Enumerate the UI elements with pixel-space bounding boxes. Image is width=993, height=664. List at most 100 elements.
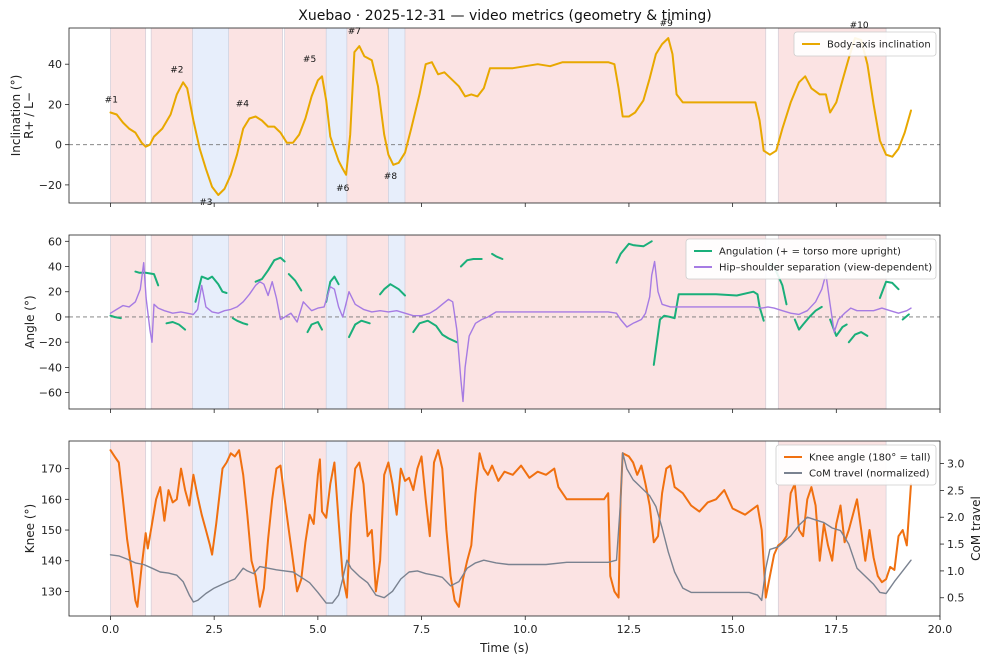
transition-band	[388, 441, 406, 616]
peak-label: #10	[850, 21, 869, 31]
x-tick-label: 12.5	[617, 623, 642, 636]
series-line-angulation	[615, 240, 653, 264]
panel-knee: 0.0 2.5 5.0 7.5 10.0 12.5 15.0 17.5 20.0 130 140 15…	[23, 440, 983, 655]
transition-band	[388, 235, 406, 409]
panel-angles: −60 −40 −20 0 20 40 60 Angle (°) Angulation (+ =…	[23, 234, 941, 413]
legend-label: Hip–shoulder separation (view-dependent)	[719, 263, 932, 274]
series-line-angulation	[901, 313, 910, 321]
y-right-tick-label: 0.5	[947, 592, 965, 605]
y-tick-label: 60	[48, 235, 62, 248]
y-right-axis-label: CoM travel	[969, 496, 983, 561]
peak-label: #7	[348, 27, 361, 37]
y-tick-label: −20	[39, 179, 62, 192]
x-tick-label: 10.0	[513, 623, 538, 636]
plot-frame	[68, 234, 941, 410]
x-tick-label: 17.5	[824, 623, 849, 636]
x-tick-label: 20.0	[928, 623, 953, 636]
turn-band	[110, 441, 147, 616]
turn-band	[284, 28, 767, 203]
peak-label: #6	[336, 184, 350, 194]
peak-label: #8	[384, 172, 398, 182]
series-group	[109, 449, 912, 608]
transition-band	[192, 28, 229, 203]
y-right-tick-label: 2.0	[947, 511, 965, 524]
y-right-tick-label: 3.0	[947, 458, 965, 471]
y-tick-label: 140	[41, 555, 62, 568]
legend: Knee angle (180° = tall) CoM travel (norm…	[775, 444, 937, 486]
phase-bands	[110, 28, 887, 203]
y-axis-label: R+ / L−	[22, 92, 36, 139]
y-right-tick-label: 2.5	[947, 484, 965, 497]
series-line-angulation	[459, 258, 483, 268]
y-tick-label: −60	[39, 387, 62, 400]
legend-label: Body-axis inclination	[827, 40, 931, 51]
series-group	[109, 37, 912, 196]
legend-label: CoM travel (normalized)	[809, 469, 930, 480]
peak-label: #5	[303, 55, 316, 65]
turn-band	[110, 28, 147, 203]
y-tick-label: 160	[41, 493, 62, 506]
y-tick-label: −40	[39, 361, 62, 374]
y-tick-label: 20	[48, 286, 62, 299]
transition-band	[325, 441, 348, 616]
x-tick-label: 5.0	[309, 623, 327, 636]
x-axis-label: Time (s)	[479, 641, 529, 655]
series-line-angulation	[491, 252, 504, 260]
peak-label: #2	[170, 65, 183, 75]
plot-frame	[68, 27, 941, 204]
legend-box	[775, 444, 937, 486]
series-line-separation	[109, 260, 912, 403]
transition-band	[325, 235, 348, 409]
y-axis-label: Inclination (°)	[9, 75, 23, 157]
y-right-tick-label: 1.5	[947, 538, 965, 551]
plot-frame	[68, 440, 941, 617]
series-line-angulation	[287, 273, 303, 292]
x-tick-label: 15.0	[720, 623, 745, 636]
series-line-angulation	[379, 283, 406, 297]
peak-label: #9	[660, 19, 674, 29]
x-tick-label: 2.5	[205, 623, 223, 636]
series-line-angulation	[109, 314, 122, 320]
series-line-angulation	[652, 290, 765, 366]
series-line-angulation	[847, 331, 869, 344]
series-line-angulation	[254, 256, 286, 283]
y-tick-label: 40	[48, 261, 62, 274]
series-line-angulation	[793, 305, 823, 331]
legend: Body-axis inclination	[793, 31, 937, 57]
y-tick-label: 20	[48, 98, 62, 111]
series-line-angulation	[231, 317, 249, 326]
legend-label: Angulation (+ = torso more upright)	[719, 247, 901, 258]
y-tick-label: 170	[41, 463, 62, 476]
transition-band	[192, 235, 229, 409]
legend-box	[685, 238, 937, 280]
y-axis-label: Angle (°)	[23, 295, 37, 348]
turn-band	[777, 28, 887, 203]
y-right-tick-label: 1.0	[947, 565, 965, 578]
legend-box	[793, 31, 937, 57]
series-line-angulation	[165, 321, 187, 331]
y-tick-label: 0	[55, 139, 62, 152]
x-tick-label: 7.5	[413, 623, 431, 636]
panel-inclination: #1#2#3#4#5#6#7#8#9 #10−2002040Inclination…	[9, 19, 941, 208]
series-line-com	[109, 452, 912, 604]
phase-bands	[110, 441, 887, 616]
panels: #1#2#3#4#5#6#7#8#9 #10−2002040Inclination…	[9, 19, 983, 655]
figure-title: Xuebao · 2025-12-31 — video metrics (geo…	[298, 8, 712, 24]
legend: Angulation (+ = torso more upright) Hip–s…	[685, 238, 937, 280]
peak-label: #4	[236, 99, 250, 109]
y-tick-label: 40	[48, 58, 62, 71]
series-line-angulation	[306, 321, 323, 334]
legend-label: Knee angle (180° = tall)	[809, 453, 931, 464]
y-axis-label: Knee (°)	[23, 504, 37, 553]
y-tick-label: −20	[39, 336, 62, 349]
series-group	[109, 240, 912, 403]
series-line-angulation	[134, 270, 160, 287]
turn-band	[110, 235, 147, 409]
series-line-angulation	[878, 280, 900, 299]
y-tick-label: 150	[41, 524, 62, 537]
series-line-angulation	[194, 275, 228, 303]
y-tick-label: 130	[41, 585, 62, 598]
peak-label: #1	[105, 95, 118, 105]
series-line-angulation	[412, 319, 458, 344]
